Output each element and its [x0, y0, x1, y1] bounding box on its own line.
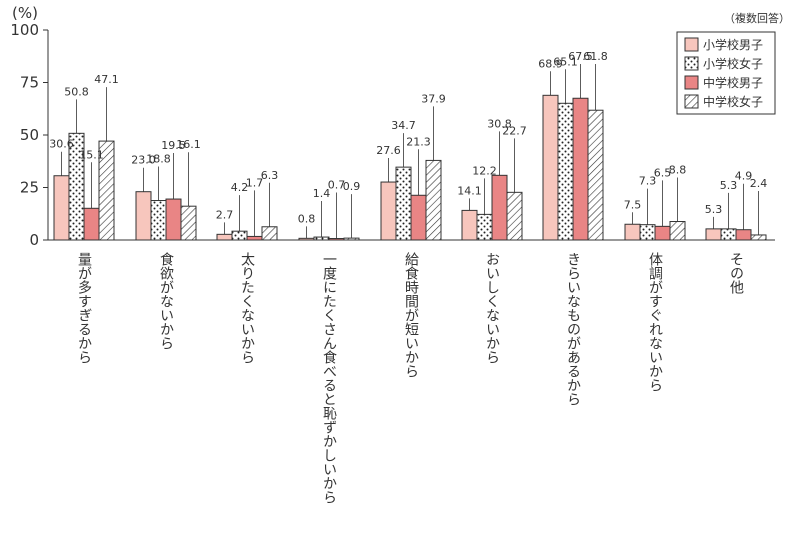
- y-tick-label: 0: [29, 231, 39, 249]
- data-label: 4.2: [231, 181, 249, 194]
- bar-5-1: [380, 181, 397, 241]
- bar-3-2: [231, 230, 248, 241]
- bar-5-2: [395, 166, 412, 241]
- category-label: 食欲がないから: [158, 251, 174, 350]
- bar-3-4: [261, 226, 278, 241]
- data-label: 18.8: [146, 153, 171, 166]
- y-tick-label: 75: [20, 74, 39, 92]
- data-label: 61.8: [583, 50, 608, 63]
- data-label: 0.7: [328, 179, 346, 192]
- bar-1-3: [83, 207, 100, 241]
- data-label: 22.7: [502, 124, 527, 137]
- category-labels: 量が多すぎるから 食欲がないから 太りたくないから 一度にたくさん食べると恥ずかしいか…: [76, 251, 744, 504]
- bar-9-2: [720, 228, 737, 241]
- bar-8-3: [654, 225, 671, 241]
- data-label: 16.1: [176, 138, 201, 151]
- y-tick-label: 25: [20, 179, 39, 197]
- legend-label-2: 小学校女子: [703, 56, 763, 71]
- bars: [53, 94, 767, 241]
- bar-4-1: [298, 237, 315, 241]
- data-labels: 30.650.815.147.123.018.819.516.12.74.21.…: [49, 50, 767, 239]
- category-label: 一度にたくさん食べると恥ずかしいから: [321, 252, 337, 504]
- data-label: 27.6: [376, 144, 401, 157]
- data-label: 19.5: [161, 139, 186, 152]
- bar-7-1: [542, 94, 559, 241]
- data-label: 1.4: [313, 187, 331, 200]
- data-label: 5.3: [720, 179, 738, 192]
- bar-9-1: [705, 228, 722, 241]
- category-label: きらいなものがあるから: [565, 252, 581, 406]
- bar-9-3: [735, 229, 752, 241]
- bar-4-4: [343, 237, 360, 241]
- data-label: 23.0: [131, 154, 156, 167]
- data-label: 4.9: [735, 170, 753, 183]
- bar-6-2: [476, 213, 493, 241]
- legend-swatch-1: [684, 37, 699, 52]
- data-label: 0.8: [298, 212, 316, 225]
- data-label: 1.7: [246, 176, 264, 189]
- bar-4-3: [328, 238, 345, 241]
- legend-swatch-4: [684, 94, 699, 109]
- data-label: 65.1: [553, 55, 578, 68]
- bar-8-1: [624, 223, 641, 241]
- data-label: 50.8: [64, 85, 89, 98]
- data-label: 6.3: [261, 169, 279, 182]
- y-tick-label: 100: [10, 21, 39, 39]
- bar-3-3: [246, 235, 263, 241]
- bar-5-3: [410, 194, 427, 241]
- data-label: 12.2: [472, 164, 497, 177]
- data-label: 6.5: [654, 166, 672, 179]
- data-label: 14.1: [457, 184, 482, 197]
- data-label: 30.8: [487, 117, 512, 130]
- unit-label: (%): [12, 4, 38, 22]
- data-label: 5.3: [705, 203, 723, 216]
- data-label: 68.9: [538, 57, 563, 70]
- data-label: 0.9: [343, 180, 361, 193]
- category-label: 体調がすぐれないから: [647, 252, 663, 392]
- data-label: 37.9: [421, 92, 446, 105]
- bar-7-4: [587, 109, 604, 241]
- data-label: 8.8: [669, 164, 687, 177]
- data-label: 2.4: [750, 177, 768, 190]
- legend-label-3: 中学校男子: [703, 75, 763, 90]
- bar-7-3: [572, 97, 589, 241]
- category-label: おいしくないから: [484, 252, 500, 364]
- bar-6-1: [461, 209, 478, 241]
- bar-2-3: [165, 198, 182, 241]
- legend-swatch-3: [684, 75, 699, 90]
- data-label: 7.3: [639, 175, 657, 188]
- bar-7-2: [557, 102, 574, 241]
- data-label: 15.1: [79, 148, 104, 161]
- category-label: 太りたくないから: [239, 252, 255, 364]
- bar-3-1: [216, 233, 233, 241]
- y-tick-label: 50: [20, 126, 39, 144]
- data-label: 21.3: [406, 135, 431, 148]
- legend-label-4: 中学校女子: [703, 94, 763, 109]
- bar-8-4: [669, 221, 686, 241]
- bar-2-1: [135, 191, 152, 241]
- note-text: （複数回答）: [724, 11, 790, 25]
- bar-5-4: [425, 159, 442, 241]
- bar-4-2: [313, 236, 330, 241]
- bar-2-2: [150, 200, 167, 241]
- category-label: その他: [728, 252, 744, 295]
- data-label: 34.7: [391, 119, 416, 132]
- bar-6-3: [491, 174, 508, 241]
- legend-swatch-2: [684, 56, 699, 71]
- bar-6-4: [506, 191, 523, 241]
- data-label: 47.1: [94, 73, 119, 86]
- bar-2-4: [180, 205, 197, 241]
- bar-9-4: [750, 234, 767, 241]
- legend-label-1: 小学校男子: [703, 37, 763, 52]
- data-label: 2.7: [216, 208, 234, 221]
- bar-8-2: [639, 224, 656, 241]
- category-label: 給食時間が短いから: [403, 252, 419, 378]
- data-label: 30.6: [49, 138, 74, 151]
- category-label: 量が多すぎるから: [76, 252, 92, 364]
- data-label: 67.5: [568, 50, 593, 63]
- bar-1-1: [53, 175, 70, 241]
- data-label: 7.5: [624, 198, 642, 211]
